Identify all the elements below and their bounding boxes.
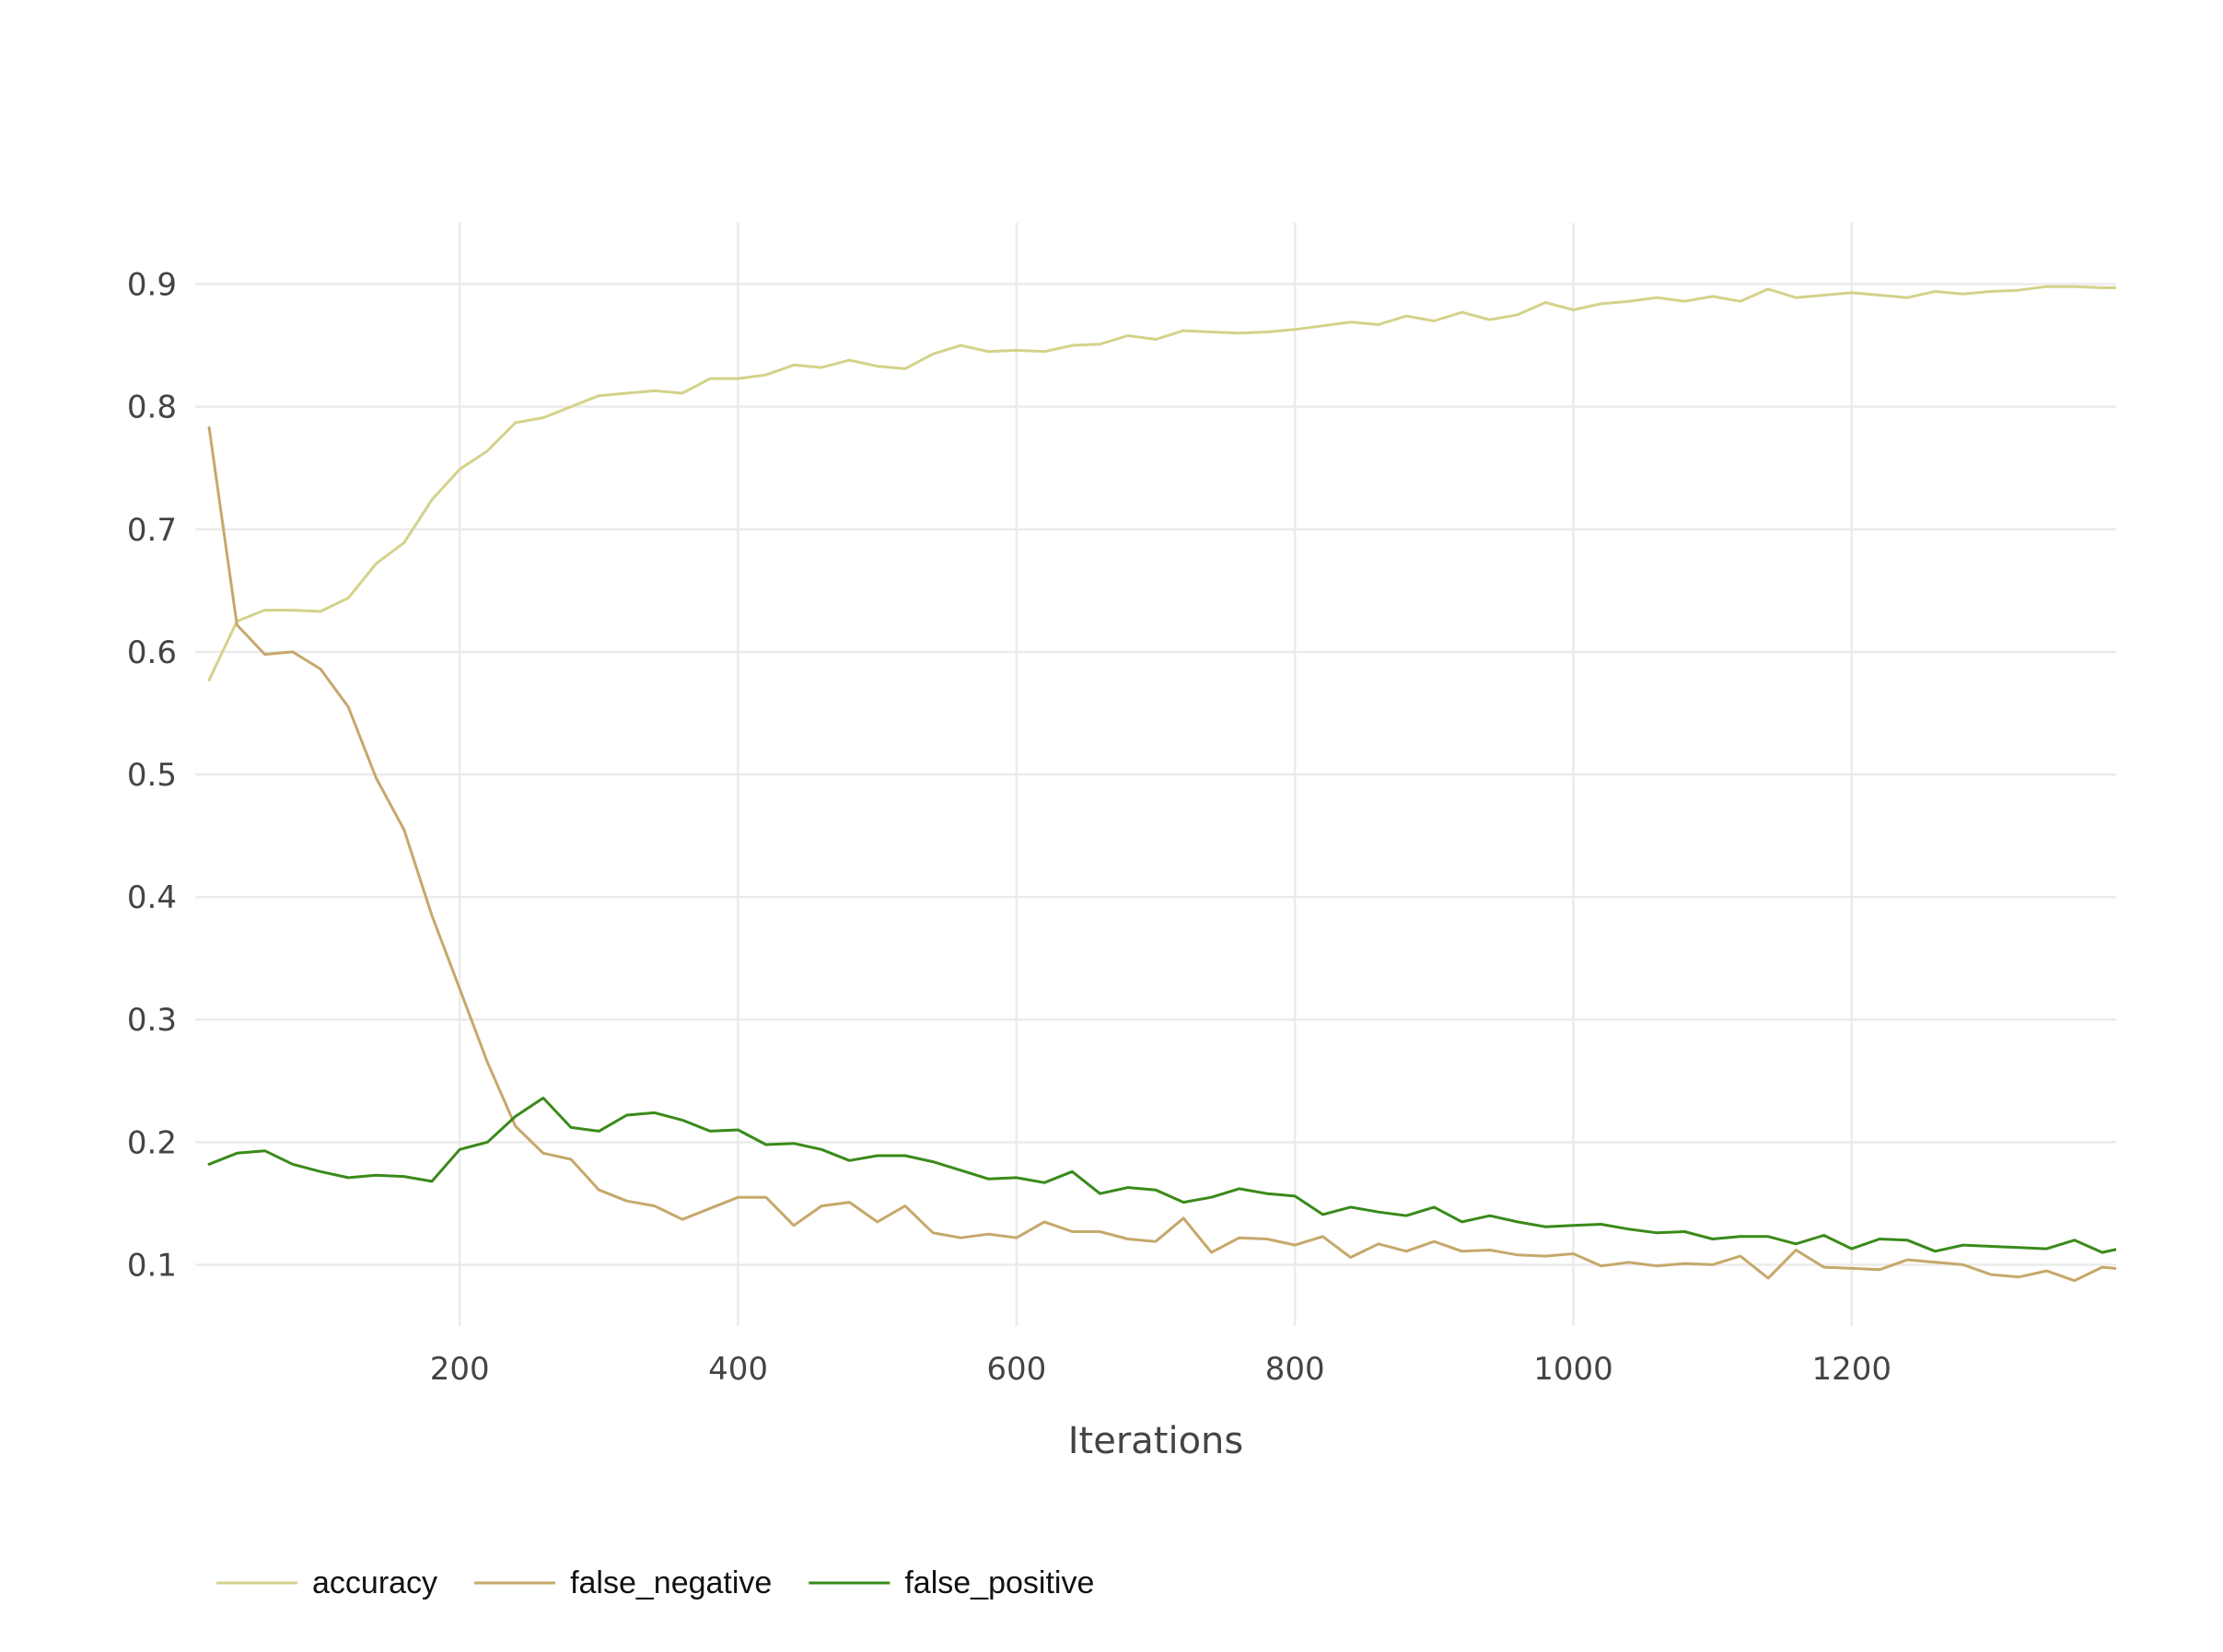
y-tick-label: 0.8: [127, 390, 177, 426]
legend-label: accuracy: [312, 1565, 437, 1600]
legend-item-accuracy[interactable]: accuracy: [216, 1565, 437, 1600]
y-tick-label: 0.5: [127, 757, 177, 794]
legend[interactable]: accuracy false_negative false_positive: [216, 1565, 1094, 1600]
y-tick-label: 0.7: [127, 512, 177, 549]
series-line-accuracy: [207, 285, 2116, 681]
legend-label: false_positive: [904, 1565, 1094, 1600]
legend-item-false-positive[interactable]: false_positive: [809, 1565, 1094, 1600]
x-axis-ticks: 200 400 600 800 1000 1200: [430, 1351, 1891, 1388]
legend-item-false-negative[interactable]: false_negative: [474, 1565, 772, 1600]
legend-label: false_negative: [570, 1565, 772, 1600]
y-tick-label: 0.4: [127, 879, 177, 916]
series-line-false-negative: [207, 425, 2116, 1283]
x-axis-title: Iterations: [1068, 1420, 1244, 1462]
x-tick-label: 600: [986, 1351, 1046, 1388]
x-tick-label: 200: [430, 1351, 490, 1388]
x-tick-label: 1000: [1533, 1351, 1613, 1388]
x-tick-label: 800: [1265, 1351, 1325, 1388]
series-line-false-positive: [207, 1096, 2116, 1254]
y-tick-label: 0.3: [127, 1002, 177, 1039]
x-tick-label: 1200: [1812, 1351, 1892, 1388]
y-tick-label: 0.9: [127, 267, 177, 304]
grid: [195, 223, 2116, 1326]
y-tick-label: 0.6: [127, 634, 177, 671]
y-axis-ticks: 0.1 0.2 0.3 0.4 0.5 0.6 0.7 0.8 0.9: [127, 267, 177, 1285]
x-tick-label: 400: [708, 1351, 768, 1388]
y-tick-label: 0.1: [127, 1247, 177, 1284]
series-lines: [207, 285, 2116, 1283]
y-tick-label: 0.2: [127, 1124, 177, 1161]
